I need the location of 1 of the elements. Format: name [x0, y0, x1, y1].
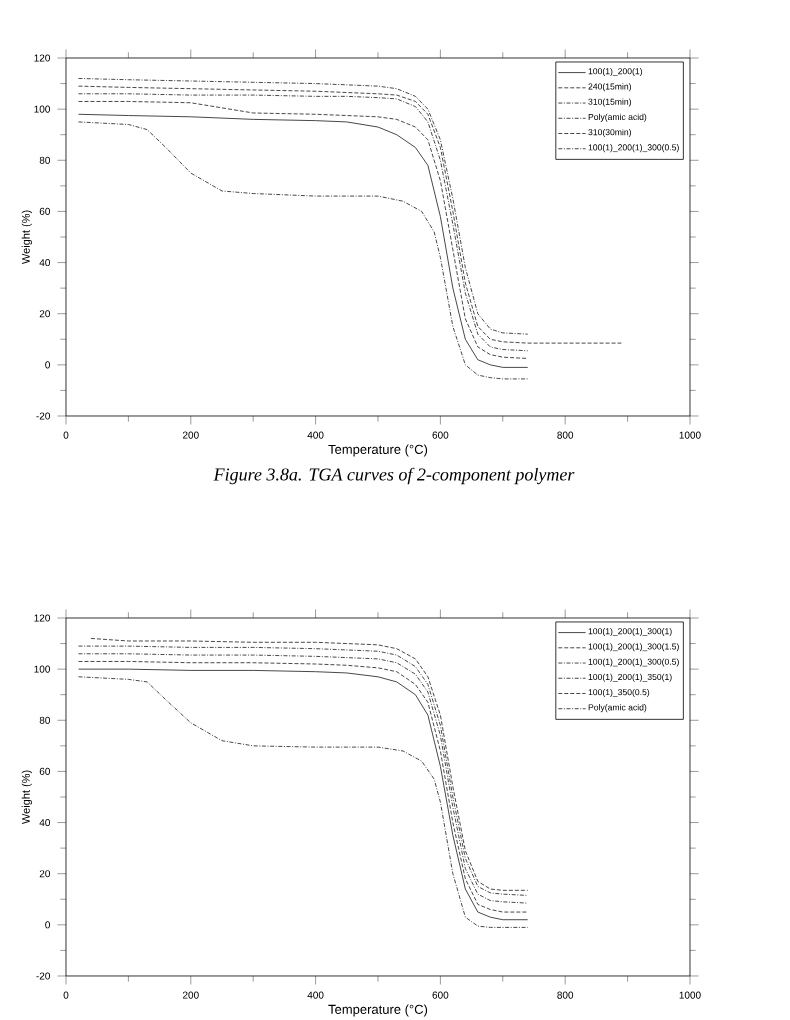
caption: Figure 3.8a. TGA curves of 2-component polymer [213, 467, 575, 485]
